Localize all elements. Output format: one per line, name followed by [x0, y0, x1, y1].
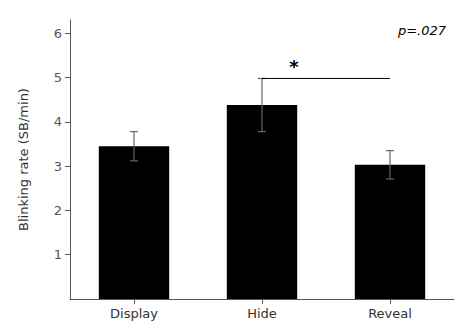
svg-text:Hide: Hide [247, 306, 277, 321]
svg-text:3: 3 [54, 159, 62, 174]
svg-text:1: 1 [54, 247, 62, 262]
svg-text:6: 6 [54, 26, 62, 41]
svg-text:Reveal: Reveal [368, 306, 412, 321]
svg-text:4: 4 [54, 114, 62, 129]
svg-text:5: 5 [54, 70, 62, 85]
svg-text:p=.027: p=.027 [397, 23, 447, 38]
svg-text:2: 2 [54, 203, 62, 218]
svg-text:Display: Display [110, 306, 158, 321]
svg-text:*: * [289, 56, 299, 77]
svg-text:Blinking rate (SB/min): Blinking rate (SB/min) [16, 88, 31, 231]
